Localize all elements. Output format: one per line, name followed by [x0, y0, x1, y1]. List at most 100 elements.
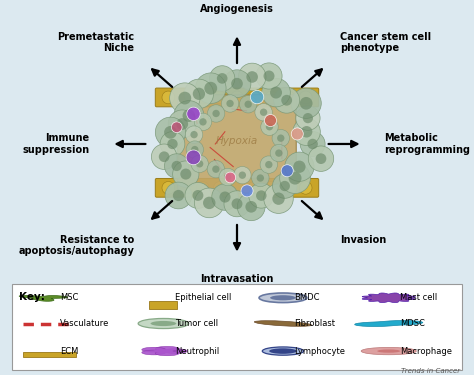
Text: Immune
suppression: Immune suppression [23, 133, 90, 155]
Circle shape [213, 91, 226, 104]
Circle shape [255, 104, 272, 121]
Circle shape [195, 73, 226, 104]
Circle shape [176, 118, 188, 130]
Circle shape [187, 107, 200, 120]
Circle shape [219, 192, 230, 202]
Circle shape [280, 163, 310, 194]
Text: Angiogenesis: Angiogenesis [200, 4, 274, 14]
Circle shape [265, 91, 278, 104]
Circle shape [142, 347, 166, 352]
Circle shape [172, 122, 182, 133]
Circle shape [159, 152, 170, 162]
Circle shape [256, 174, 264, 182]
Circle shape [196, 182, 209, 194]
Circle shape [167, 139, 178, 149]
Circle shape [174, 100, 204, 131]
Circle shape [299, 182, 312, 194]
Circle shape [180, 168, 191, 180]
Circle shape [250, 90, 264, 104]
Circle shape [260, 108, 267, 116]
Circle shape [173, 190, 184, 201]
Text: ECM: ECM [60, 346, 78, 355]
Circle shape [270, 295, 296, 300]
Circle shape [193, 88, 205, 100]
FancyBboxPatch shape [155, 88, 319, 107]
Text: Intravasation: Intravasation [201, 274, 273, 284]
Circle shape [252, 170, 269, 187]
Circle shape [192, 190, 203, 201]
Circle shape [194, 113, 212, 130]
Circle shape [264, 70, 274, 81]
Circle shape [237, 193, 265, 220]
Circle shape [262, 347, 304, 355]
Circle shape [260, 156, 277, 173]
Circle shape [178, 92, 191, 105]
Circle shape [277, 135, 284, 142]
Circle shape [259, 293, 307, 303]
Circle shape [153, 349, 173, 353]
Circle shape [262, 78, 290, 107]
Circle shape [234, 166, 251, 184]
Text: Lymphocyte: Lymphocyte [294, 346, 346, 355]
Circle shape [291, 128, 303, 140]
Circle shape [241, 185, 253, 197]
Circle shape [185, 183, 211, 209]
Circle shape [308, 139, 318, 149]
Circle shape [191, 131, 198, 138]
Text: Tumor cell: Tumor cell [175, 319, 218, 328]
Circle shape [196, 91, 209, 104]
Circle shape [265, 161, 273, 168]
Bar [149, 301, 177, 309]
Circle shape [293, 160, 306, 173]
Circle shape [316, 153, 326, 164]
Polygon shape [362, 293, 415, 303]
Circle shape [296, 106, 320, 130]
Text: Fibroblast: Fibroblast [294, 319, 336, 328]
Text: Vasculature: Vasculature [60, 319, 109, 328]
Circle shape [285, 152, 314, 182]
Text: Neutrophil: Neutrophil [175, 346, 219, 355]
Circle shape [182, 110, 195, 122]
Circle shape [231, 78, 243, 90]
Circle shape [239, 96, 257, 113]
Circle shape [199, 118, 207, 126]
Circle shape [265, 182, 278, 194]
Text: MDSC: MDSC [400, 319, 425, 328]
Circle shape [221, 95, 239, 112]
Text: Invasion: Invasion [340, 235, 386, 244]
Circle shape [168, 110, 196, 138]
Text: Resistance to
apoptosis/autophagy: Resistance to apoptosis/autophagy [18, 235, 134, 256]
Circle shape [172, 161, 182, 171]
Circle shape [217, 73, 228, 84]
Circle shape [164, 126, 177, 139]
Circle shape [289, 172, 301, 184]
FancyBboxPatch shape [155, 178, 319, 197]
Circle shape [249, 183, 274, 208]
Circle shape [162, 182, 175, 194]
Circle shape [273, 192, 285, 205]
Text: BMDC: BMDC [294, 293, 320, 302]
Ellipse shape [255, 321, 311, 326]
Circle shape [282, 91, 295, 104]
Bar [23, 351, 76, 357]
FancyBboxPatch shape [12, 284, 462, 370]
Circle shape [184, 79, 214, 108]
Circle shape [303, 113, 313, 123]
Circle shape [223, 70, 251, 98]
Circle shape [256, 63, 282, 89]
Circle shape [300, 97, 312, 109]
Circle shape [261, 118, 278, 135]
Circle shape [165, 182, 192, 209]
Circle shape [266, 123, 273, 130]
Circle shape [155, 351, 179, 356]
Circle shape [212, 110, 220, 117]
Circle shape [273, 174, 297, 198]
Polygon shape [355, 321, 423, 327]
Circle shape [212, 165, 219, 173]
Circle shape [272, 129, 290, 147]
Circle shape [231, 182, 243, 194]
Circle shape [281, 165, 293, 177]
Circle shape [203, 196, 216, 209]
Circle shape [164, 349, 187, 354]
Circle shape [224, 191, 250, 217]
